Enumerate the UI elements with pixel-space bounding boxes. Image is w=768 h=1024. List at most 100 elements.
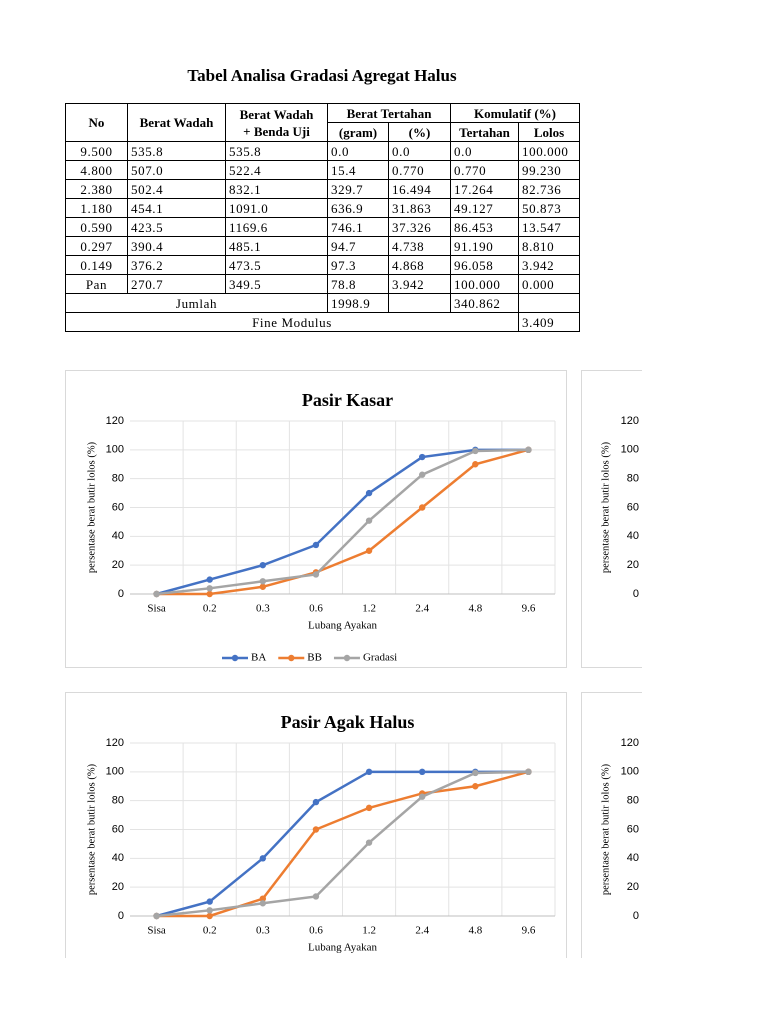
data-point (259, 895, 267, 902)
data-point (206, 585, 213, 592)
table-cell: 0.0 (388, 141, 451, 161)
y-tick-label: 120 (621, 415, 639, 427)
chart-border (65, 692, 567, 958)
table-cell: Pan (65, 274, 128, 294)
y-tick-label: 40 (112, 530, 124, 542)
table-row: 4.800 507.0 522.4 15.4 0.770 0.770 99.230 (65, 160, 580, 180)
subheader-cell: (gram) (327, 122, 389, 142)
data-point (259, 855, 267, 862)
header-cell: No (65, 103, 128, 142)
total-cell: 1998.9 (327, 293, 389, 313)
x-tick-label: Sisa (147, 603, 165, 615)
table-cell: 1091.0 (225, 198, 328, 218)
x-tick-label: 9.6 (522, 925, 536, 937)
table-cell: 37.326 (388, 217, 451, 237)
subheader-cell: (%) (388, 122, 451, 142)
data-point (365, 547, 373, 554)
table-cell: 8.810 (518, 236, 580, 256)
table-cell: 100.000 (450, 274, 519, 294)
table-cell: 0.0 (327, 141, 389, 161)
table-cell: 3.942 (518, 255, 580, 275)
y-tick-label: 0 (118, 910, 124, 922)
data-point (525, 768, 532, 776)
table-cell: 94.7 (327, 236, 389, 256)
x-tick-label: 0.2 (203, 925, 217, 937)
data-point (418, 768, 426, 776)
data-point (312, 893, 320, 900)
y-tick-label: 100 (106, 444, 124, 456)
x-tick-label: 0.3 (256, 603, 270, 615)
table-cell: 535.8 (127, 141, 226, 161)
table-cell: 4.868 (388, 255, 451, 275)
table-cell: 390.4 (127, 236, 226, 256)
y-tick-label: 20 (627, 881, 639, 893)
y-tick-label: 100 (621, 444, 639, 456)
x-tick-label: 1.2 (362, 925, 376, 937)
table-cell: 9.500 (65, 141, 128, 161)
chart: 0 20 40 60 80 100 120 persentase berat butir lo… (65, 692, 567, 958)
data-point (365, 517, 373, 524)
table-cell: 31.863 (388, 198, 451, 218)
table-cell: 746.1 (327, 217, 389, 237)
data-point (312, 826, 320, 833)
header-cell: Berat Wadah (127, 103, 226, 142)
table-cell: 99.230 (518, 160, 580, 180)
y-axis-label: persentase berat butir lolos (%) (600, 441, 611, 573)
table-cell: 270.7 (127, 274, 226, 294)
table-cell: 17.264 (450, 179, 519, 199)
y-axis-label: persentase berat butir lolos (%) (86, 441, 97, 573)
table-cell: 3.942 (388, 274, 451, 294)
y-tick-label: 100 (106, 766, 124, 778)
data-point (472, 769, 479, 777)
table-cell: 91.190 (450, 236, 519, 256)
table-cell: 78.8 (327, 274, 389, 294)
y-tick-label: 0 (633, 588, 639, 600)
y-tick-label: 80 (112, 795, 124, 807)
y-tick-label: 120 (106, 737, 124, 749)
data-point (525, 446, 532, 454)
data-point (472, 447, 479, 455)
chart-title: Pasir Kasar (302, 390, 393, 410)
table-cell: 349.5 (225, 274, 328, 294)
x-tick-label: 0.2 (203, 603, 217, 615)
data-point (206, 898, 213, 905)
series-line (156, 448, 529, 596)
table-cell: 86.453 (450, 217, 519, 237)
header-cell: Berat Tertahan (327, 103, 451, 123)
y-tick-label: 80 (627, 473, 639, 485)
table-body: 9.500 535.8 535.8 0.0 0.0 0.0 100.000 4.800 507.… (65, 141, 580, 294)
subheader-cell: Lolos (518, 122, 580, 142)
data-point (259, 583, 267, 590)
x-tick-label: 0.3 (256, 925, 270, 937)
table-cell: 13.547 (518, 217, 580, 237)
chart-border (65, 370, 567, 668)
data-point (206, 907, 213, 914)
legend-marker (288, 654, 295, 662)
data-point (312, 541, 320, 549)
data-point (418, 453, 426, 461)
x-tick-label: 2.4 (415, 603, 429, 615)
x-tick-label: 2.4 (415, 925, 429, 937)
y-tick-label: 40 (112, 852, 124, 864)
table-cell: 329.7 (327, 179, 389, 199)
y-tick-label: 0 (118, 588, 124, 600)
header-cell: Komulatif (%) (450, 103, 580, 123)
y-tick-label: 60 (112, 501, 124, 513)
data-point (153, 912, 160, 920)
table-row: 9.500 535.8 535.8 0.0 0.0 0.0 100.000 (65, 141, 580, 161)
table-cell: 82.736 (518, 179, 580, 199)
legend-label: Gradasi (363, 652, 397, 664)
x-tick-label: 4.8 (468, 925, 482, 937)
x-tick-label: 4.8 (468, 603, 482, 615)
chart-border (581, 370, 642, 668)
data-point (418, 793, 426, 800)
y-tick-label: 100 (621, 766, 639, 778)
data-point (206, 576, 213, 583)
table-cell: 1169.6 (225, 217, 328, 237)
table-cell: 97.3 (327, 255, 389, 275)
table-cell: 4.738 (388, 236, 451, 256)
chart-border (581, 692, 642, 958)
y-tick-label: 120 (106, 415, 124, 427)
document-title: Tabel Analisa Gradasi Agregat Halus (187, 66, 457, 85)
table-cell: 0.770 (388, 160, 451, 180)
